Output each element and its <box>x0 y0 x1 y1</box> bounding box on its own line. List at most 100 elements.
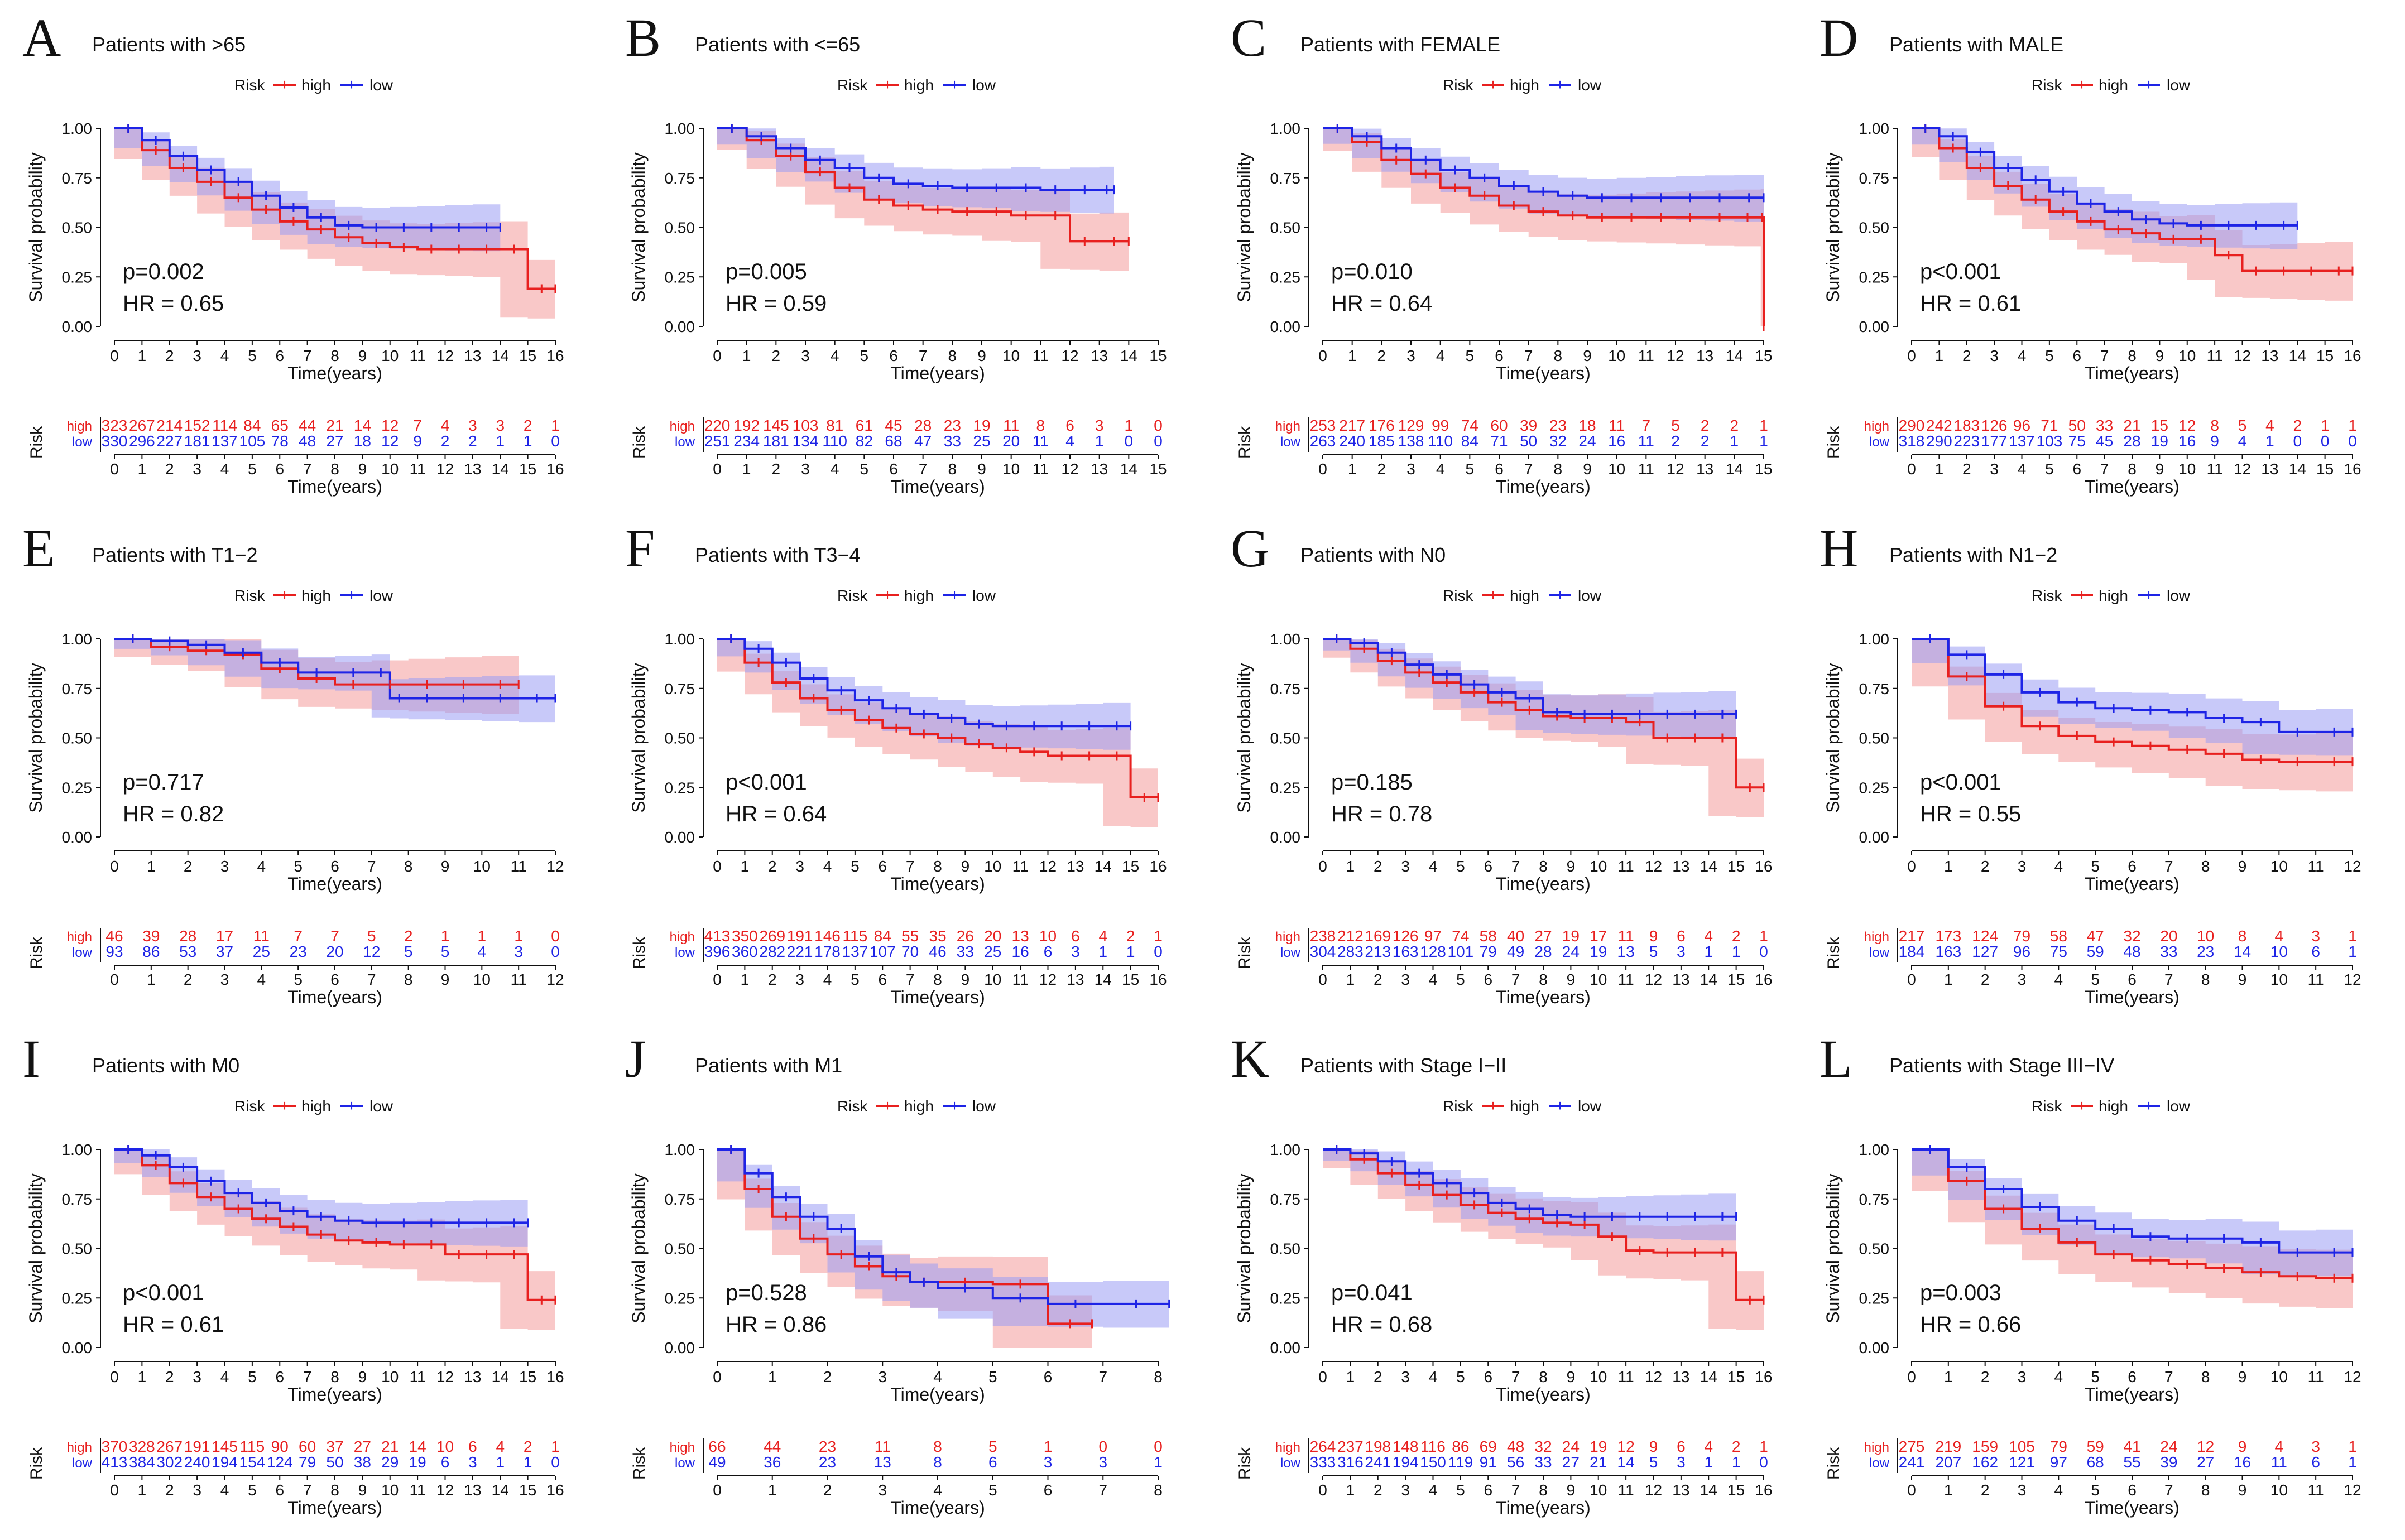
curve-low <box>717 1148 1169 1305</box>
x-tick-label: 5 <box>860 347 869 364</box>
x-tick-label: 3 <box>2018 1368 2027 1385</box>
y-tick-label: 0.25 <box>62 268 93 286</box>
x-tick-label: 14 <box>492 1368 509 1385</box>
risk-x-tick-label: 5 <box>860 460 869 478</box>
risk-low-label: low <box>1869 1456 1890 1471</box>
x-tick-label: 6 <box>1495 347 1504 364</box>
y-tick-label: 0.25 <box>1270 779 1301 796</box>
risk-low-count: 96 <box>2013 943 2030 960</box>
y-tick-label: 0.75 <box>1270 1191 1301 1208</box>
risk-x-tick-label: 1 <box>147 971 156 988</box>
risk-low-count: 78 <box>271 432 289 450</box>
risk-x-tick-label: 13 <box>1672 971 1689 988</box>
risk-low-count: 28 <box>1534 943 1552 960</box>
risk-high-count: 0 <box>1098 1438 1107 1455</box>
risk-high-count: 6 <box>1065 417 1074 434</box>
risk-high-count: 21 <box>2123 417 2140 434</box>
p-value: p<0.001 <box>123 1281 204 1305</box>
x-tick-label: 11 <box>1618 858 1634 875</box>
risk-x-tick-label: 8 <box>1539 971 1548 988</box>
risk-high-count: 253 <box>1310 417 1336 434</box>
risk-x-tick-label: 6 <box>275 460 284 478</box>
risk-high-count: 8 <box>933 1438 942 1455</box>
risk-x-tick-label: 5 <box>851 971 860 988</box>
curve-high <box>114 127 555 290</box>
risk-low-count: 93 <box>105 943 123 960</box>
risk-low-count: 28 <box>2123 432 2140 450</box>
risk-low-count: 1 <box>1126 943 1135 960</box>
risk-high-count: 74 <box>1461 417 1478 434</box>
x-tick-label: 4 <box>2018 347 2027 364</box>
risk-high-count: 1 <box>514 927 523 945</box>
risk-low-count: 1 <box>1732 1454 1741 1471</box>
legend-high-label: high <box>301 587 331 604</box>
risk-high-count: 4 <box>2265 417 2274 434</box>
risk-x-tick-label: 8 <box>2201 1481 2210 1499</box>
risk-low-count: 86 <box>142 943 160 960</box>
legend-high-marker: + <box>280 76 289 93</box>
risk-x-tick-label: 0 <box>110 1481 119 1499</box>
x-axis-title: Time(years) <box>1496 363 1590 383</box>
risk-high-count: 2 <box>1732 1438 1741 1455</box>
x-tick-label: 3 <box>795 858 804 875</box>
risk-low-count: 16 <box>1012 943 1029 960</box>
risk-x-tick-label: 8 <box>1539 1481 1548 1499</box>
x-axis-title: Time(years) <box>890 874 985 894</box>
risk-x-tick-label: 10 <box>2178 460 2196 478</box>
risk-x-tick-label: 10 <box>1608 460 1625 478</box>
legend-low-marker: + <box>950 76 959 93</box>
risk-x-axis-title: Time(years) <box>287 1498 382 1518</box>
risk-low-count: 13 <box>874 1454 891 1471</box>
risk-x-tick-label: 16 <box>2344 460 2361 478</box>
y-tick-label: 1.00 <box>1270 631 1301 648</box>
risk-x-tick-label: 0 <box>110 971 119 988</box>
risk-high-count: 238 <box>1310 927 1336 945</box>
risk-high-label: high <box>1275 930 1300 945</box>
y-tick-label: 0.75 <box>1859 680 1890 697</box>
risk-low-count: 19 <box>1590 943 1607 960</box>
risk-low-label: low <box>1869 945 1890 960</box>
risk-low-count: 194 <box>1393 1454 1419 1471</box>
risk-low-count: 110 <box>1428 432 1453 450</box>
risk-low-count: 263 <box>1310 432 1336 450</box>
curve-high <box>114 1148 555 1301</box>
risk-x-tick-label: 11 <box>2207 460 2223 478</box>
panel-title: Patients with MALE <box>1889 33 2063 56</box>
risk-low-count: 50 <box>326 1454 343 1471</box>
risk-high-count: 14 <box>409 1438 426 1455</box>
x-tick-label: 13 <box>1696 347 1713 364</box>
risk-low-count: 1 <box>1732 943 1741 960</box>
x-tick-label: 11 <box>410 347 426 364</box>
risk-high-count: 18 <box>1578 417 1596 434</box>
risk-x-tick-label: 15 <box>1727 1481 1745 1499</box>
legend-high-marker: + <box>1489 1097 1497 1114</box>
risk-low-count: 25 <box>253 943 270 960</box>
risk-low-count: 2 <box>468 432 477 450</box>
y-axis-title: Survival probability <box>1234 663 1254 813</box>
x-tick-label: 9 <box>1583 347 1592 364</box>
risk-low-label: low <box>675 1456 695 1471</box>
risk-axis-label: Risk <box>1236 426 1254 459</box>
p-value: p=0.717 <box>123 770 204 795</box>
risk-x-tick-label: 2 <box>1981 1481 1990 1499</box>
risk-high-count: 39 <box>1520 417 1537 434</box>
risk-low-count: 1 <box>1759 432 1768 450</box>
legend-low-label: low <box>1578 1098 1602 1115</box>
legend-low-label: low <box>2167 1098 2191 1115</box>
x-tick-label: 6 <box>2128 858 2137 875</box>
y-tick-label: 0.00 <box>1270 318 1301 335</box>
y-tick-label: 0.50 <box>665 730 695 747</box>
y-tick-label: 0.75 <box>62 170 93 187</box>
risk-x-tick-label: 1 <box>1346 971 1355 988</box>
risk-x-tick-label: 3 <box>801 460 810 478</box>
risk-high-count: 1 <box>1044 1438 1053 1455</box>
panel-letter: L <box>1820 1029 1852 1089</box>
risk-low-count: 1 <box>1154 1454 1163 1471</box>
x-tick-label: 0 <box>1907 858 1916 875</box>
panel-letter: H <box>1820 518 1858 578</box>
risk-low-count: 0 <box>1154 432 1163 450</box>
risk-low-count: 20 <box>326 943 343 960</box>
risk-x-tick-label: 3 <box>1990 460 1999 478</box>
x-tick-label: 15 <box>519 1368 536 1385</box>
risk-x-tick-label: 6 <box>2128 971 2137 988</box>
